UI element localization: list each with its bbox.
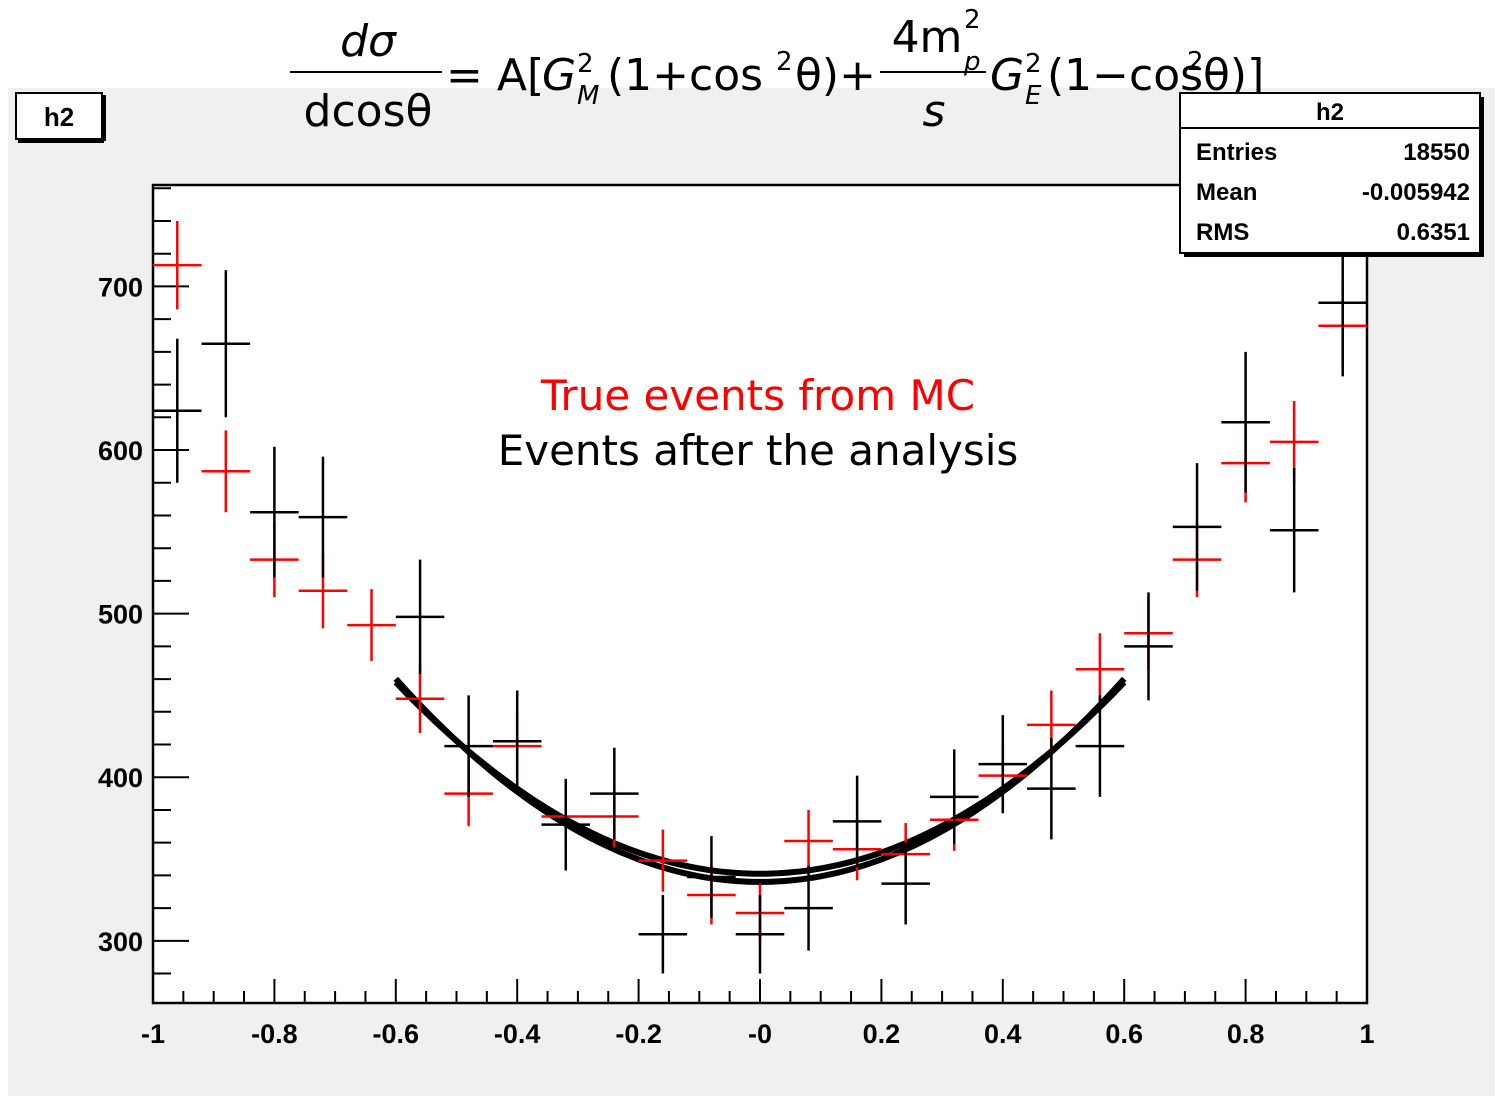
formula-term1: (1+cos	[607, 50, 763, 101]
stats-rms-label: RMS	[1196, 219, 1249, 246]
formula-frac-num-sup: 2	[964, 5, 981, 35]
data-point	[298, 456, 348, 578]
data-point	[1269, 468, 1319, 593]
data-point	[250, 446, 299, 578]
stats-title-bg	[1181, 94, 1479, 124]
stats-mean-label: Mean	[1196, 179, 1257, 206]
data-point	[201, 430, 251, 513]
stats-title: h2	[1316, 99, 1344, 126]
y-tick-label: 600	[98, 436, 143, 466]
formula-ge-sub: E	[1025, 81, 1042, 111]
data-point	[1221, 351, 1270, 493]
data-point	[1172, 463, 1222, 591]
formula-gm: G	[542, 50, 576, 101]
data-point	[638, 895, 688, 974]
formula-ge-sup: 2	[1025, 49, 1042, 79]
formula-frac-denominator: s	[923, 86, 946, 137]
data-point	[201, 270, 251, 418]
x-tick-label: -0.8	[251, 1019, 298, 1049]
x-tick-label: 0.6	[1105, 1019, 1143, 1049]
data-point	[929, 749, 979, 845]
data-point	[347, 589, 396, 662]
x-tick-label: -0	[748, 1019, 772, 1049]
formula-lhs-denominator: dcosθ	[304, 86, 433, 137]
stats-entries-value: 18550	[1403, 139, 1470, 166]
pad-title-text: h2	[44, 102, 74, 132]
x-tick-label: -0.2	[615, 1019, 662, 1049]
formula-frac-num-sub: p	[963, 47, 981, 77]
data-point	[832, 775, 882, 868]
y-tick-label: 700	[98, 272, 143, 302]
stats-rms-value: 0.6351	[1397, 219, 1470, 246]
data-point	[590, 747, 639, 840]
formula-theta-close: θ)+	[795, 50, 876, 101]
data-point	[153, 338, 202, 483]
formula: dσ dcosθ = A[ G 2 M (1+cos 2 θ)+ 4m 2 p …	[290, 5, 1203, 137]
stats-box: 2 θ)] h2 Entries 18550 Mean -0.005942 RM…	[1179, 47, 1484, 257]
formula-gm-sub: M	[577, 81, 599, 111]
data-point	[784, 865, 833, 951]
formula-eq-a: = A[	[446, 50, 544, 101]
x-tick-label: 1	[1359, 1019, 1374, 1049]
data-point	[492, 690, 542, 792]
y-tick-label: 500	[98, 600, 143, 630]
annotation-analysis: Events after the analysis	[498, 426, 1019, 475]
stats-mean-value: -0.005942	[1362, 179, 1470, 206]
data-points	[153, 220, 1367, 974]
formula-sq2: 2	[1187, 47, 1204, 77]
axis-ticks	[152, 187, 1368, 1003]
data-point	[978, 715, 1028, 814]
formula-sq1: 2	[776, 47, 793, 77]
formula-frac-numerator: 4m	[892, 12, 963, 63]
data-point	[735, 895, 785, 974]
stats-entries-label: Entries	[1196, 139, 1277, 166]
formula-lhs-numerator: dσ	[340, 16, 397, 67]
data-point	[687, 836, 736, 918]
data-point	[1075, 633, 1125, 706]
data-point	[638, 829, 688, 892]
x-tick-label: 0.8	[1227, 1019, 1265, 1049]
formula-ge: G	[990, 50, 1024, 101]
x-tick-label: 0.2	[863, 1019, 901, 1049]
x-tick-label: -1	[141, 1019, 165, 1049]
y-tick-label: 400	[98, 763, 143, 793]
data-point	[395, 559, 445, 675]
data-point	[784, 809, 833, 873]
x-tick-label: -0.6	[373, 1019, 420, 1049]
data-point	[1075, 695, 1125, 797]
data-point	[1124, 592, 1173, 701]
y-tick-label: 300	[98, 927, 143, 957]
annotation-true-mc: True events from MC	[540, 371, 975, 420]
x-tick-label: -0.4	[494, 1019, 541, 1049]
plot-frame	[151, 183, 1369, 1005]
tick-labels: -1 -0.8 -0.6 -0.4 -0.2 -0 0.2 0.4 0.6 0.8 1 300 400 5…	[98, 272, 1375, 1049]
formula-term2: (1−cos	[1047, 50, 1203, 101]
pad-title: h2	[15, 92, 106, 143]
data-point	[541, 778, 591, 871]
data-point	[395, 664, 445, 734]
formula-gm-sup: 2	[577, 49, 594, 79]
data-point	[153, 220, 202, 310]
data-point	[881, 842, 930, 925]
x-tick-label: 0.4	[984, 1019, 1022, 1049]
data-point	[444, 695, 493, 797]
data-point	[1027, 737, 1076, 840]
